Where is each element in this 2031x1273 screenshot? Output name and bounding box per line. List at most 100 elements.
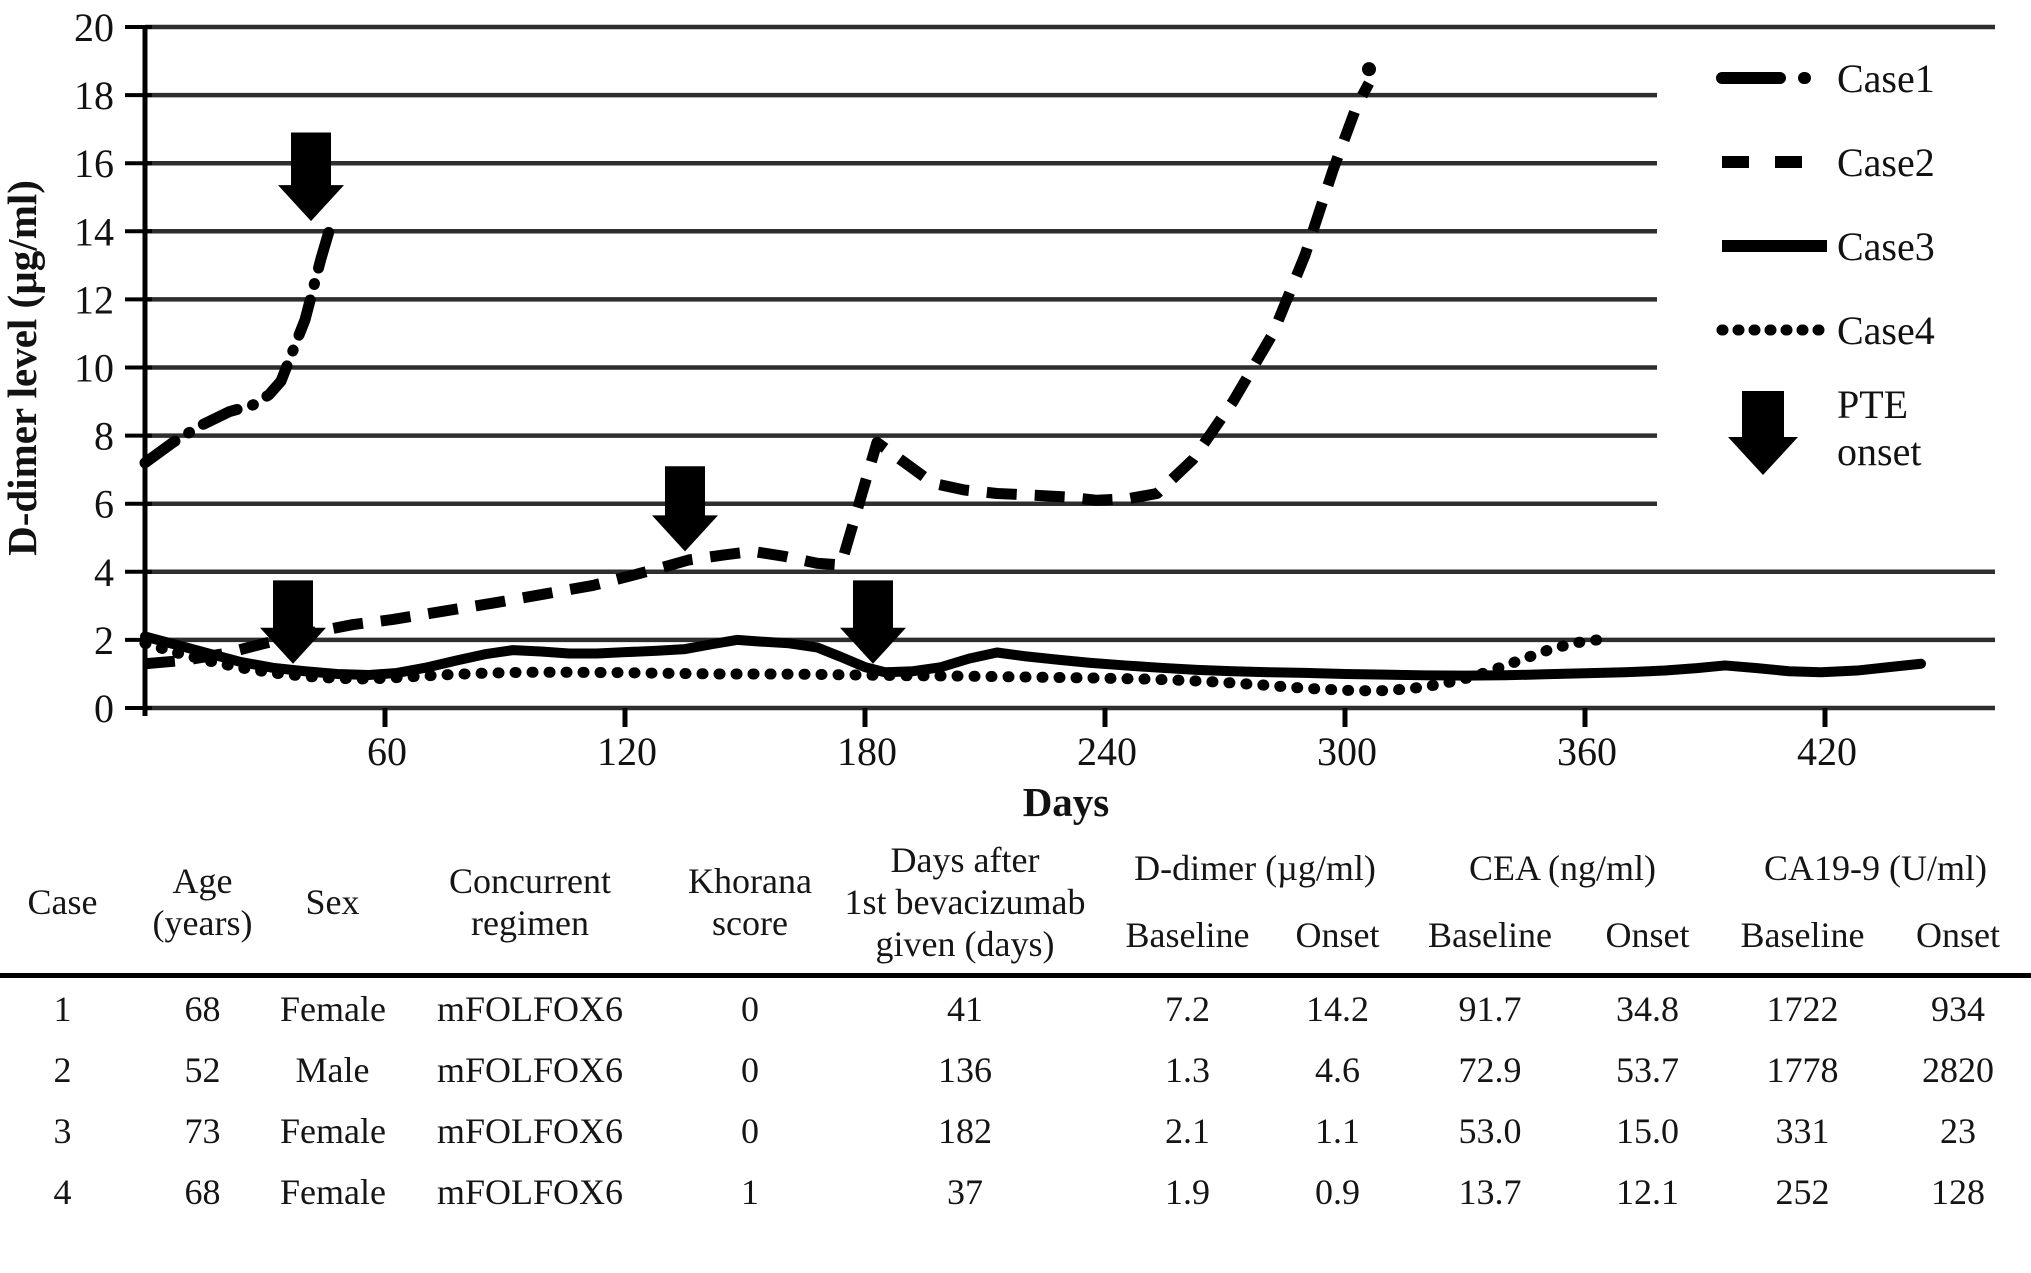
subcol-cea-onset: Onset (1605, 915, 1690, 956)
y-tick-label: 2 (94, 618, 114, 663)
y-tick-label: 16 (74, 141, 114, 186)
table-cell: Female (280, 1171, 386, 1212)
y-tick-label: 0 (94, 686, 114, 731)
legend-pte-onset-label: onset (1837, 429, 1921, 474)
col-header-case: Case (27, 881, 98, 922)
table-cell: 68 (125, 973, 280, 1040)
table-body: 1 68 Female mFOLFOX6 0 41 7.2 14.2 91.7 34.8 1722 9… (0, 973, 2031, 1223)
table-cell: 53.7 (1616, 1049, 1679, 1090)
legend-pte-onset-arrow (1728, 391, 1798, 475)
series-case2-line (144, 80, 1374, 670)
table-cell: 4 (53, 1171, 72, 1212)
x-tick-label: 120 (597, 729, 657, 774)
x-tick-label: 240 (1077, 729, 1137, 774)
table-cell: 13.7 (1458, 1171, 1522, 1212)
table-cell: 1778 (1766, 1049, 1839, 1090)
y-tick-label: 14 (74, 209, 114, 254)
table-cell: mFOLFOX6 (436, 1171, 624, 1212)
pte-onset-arrow-case3 (840, 580, 906, 664)
x-tick-label: 60 (367, 729, 407, 774)
subcol-cea-baseline: Baseline (1428, 915, 1552, 956)
x-tick-label: 360 (1557, 729, 1617, 774)
table-cell: 128 (1931, 1171, 1985, 1212)
legend-label-case2: Case2 (1837, 140, 1935, 185)
table-cell: 2 (53, 1049, 72, 1090)
series-case4-line (139, 634, 1603, 697)
table-cell: 331 (1775, 1110, 1830, 1151)
axes: 0 2 4 6 8 10 12 14 16 18 20 60 120 180 240 300 360 420 (74, 5, 1857, 774)
table-cell: 52 (184, 1049, 221, 1090)
case-characteristics-table: Case Age (years) Sex Concurrent regimen … (0, 838, 2031, 1222)
table-cell: 15.0 (1616, 1110, 1679, 1151)
table-cell: Female (280, 973, 386, 1040)
table-cell: 1 (0, 973, 125, 1040)
table-cell: 2820 (1922, 1049, 1994, 1090)
table-cell: 12.1 (1616, 1171, 1679, 1212)
y-tick-label: 18 (74, 73, 114, 118)
table-cell: 252 (1775, 1171, 1830, 1212)
table-cell: 0 (675, 973, 825, 1040)
table-cell: 3 (53, 1110, 72, 1151)
col-header-days-after: Days after 1st bevacizumab given (days) (844, 840, 1086, 964)
y-tick-label: 4 (94, 550, 114, 595)
y-tick-label: 20 (74, 5, 114, 50)
y-tick-label: 12 (74, 277, 114, 322)
table-cell: 4.6 (1315, 1049, 1360, 1090)
y-tick-label: 6 (94, 482, 114, 527)
y-tick-label: 10 (74, 346, 114, 391)
table-cell: Female (280, 1110, 386, 1151)
table-cell: mFOLFOX6 (385, 973, 675, 1040)
col-header-khorana: Khorana score (688, 860, 812, 943)
col-group-ca19-9: CA19-9 (U/ml) (1764, 847, 1987, 888)
col-group-cea: CEA (ng/ml) (1469, 847, 1656, 888)
subcol-ddimer-baseline: Baseline (1125, 915, 1250, 956)
legend-background (1660, 40, 2031, 560)
table-cell: 34.8 (1575, 973, 1720, 1040)
table-cell: 73 (184, 1110, 221, 1151)
x-tick-label: 420 (1797, 729, 1857, 774)
gridlines (145, 24, 1995, 711)
table-row-case-2: 2 52 Male mFOLFOX6 0 136 1.3 4.6 72.9 53.7 1778 282… (0, 1039, 2031, 1100)
table-row-case-1: 1 68 Female mFOLFOX6 0 41 7.2 14.2 91.7 34.8 1722 9… (0, 973, 2031, 1040)
subcol-ca19-9-baseline: Baseline (1740, 915, 1865, 956)
table-cell: 41 (825, 973, 1105, 1040)
subcol-ddimer-onset: Onset (1295, 915, 1380, 956)
table-header: Case Age (years) Sex Concurrent regimen … (0, 838, 2031, 976)
table-cell: 7.2 (1105, 973, 1270, 1040)
table-cell: 1722 (1720, 973, 1885, 1040)
table-cell: 934 (1885, 973, 2031, 1040)
pte-onset-arrow-case4 (260, 580, 326, 664)
table-cell: 14.2 (1270, 973, 1405, 1040)
subcol-ca19-9-onset: Onset (1916, 915, 2000, 956)
table-cell: Male (295, 1049, 370, 1090)
x-axis-title: Days (1023, 779, 1110, 825)
table-cell: 68 (184, 1171, 221, 1212)
table-cell: 0 (741, 1110, 759, 1151)
legend-pte-onset-label: PTE (1837, 382, 1908, 427)
pte-onset-arrow-case2 (652, 466, 718, 552)
table-cell: 23 (1940, 1110, 1976, 1151)
table-cell: 37 (947, 1171, 983, 1212)
x-tick-label: 300 (1317, 729, 1377, 774)
table-cell: 1.3 (1165, 1049, 1210, 1090)
table-cell: 1.9 (1165, 1171, 1210, 1212)
table-row-case-3: 3 73 Female mFOLFOX6 0 182 2.1 1.1 53.0 15.0 331 23 (0, 1100, 2031, 1161)
col-header-age: Age (years) (152, 860, 253, 943)
table-cell: 91.7 (1405, 973, 1575, 1040)
y-tick-label: 8 (94, 414, 114, 459)
table-cell: 136 (938, 1049, 992, 1090)
table-cell: 1.1 (1315, 1110, 1360, 1151)
table-cell: 0 (741, 1049, 759, 1090)
col-header-regimen: Concurrent regimen (449, 860, 611, 943)
col-group-ddimer: D-dimer (µg/ml) (1134, 847, 1376, 888)
y-axis-title: D-dimer level (µg/ml) (0, 180, 45, 556)
table-cell: 72.9 (1458, 1049, 1522, 1090)
series-case2-end-marker (1362, 62, 1376, 77)
table-cell: 1 (741, 1171, 759, 1212)
series-case1-line (139, 225, 335, 469)
data-series (139, 62, 1926, 697)
table-cell: mFOLFOX6 (436, 1110, 624, 1151)
table-cell: 0.9 (1315, 1171, 1360, 1212)
